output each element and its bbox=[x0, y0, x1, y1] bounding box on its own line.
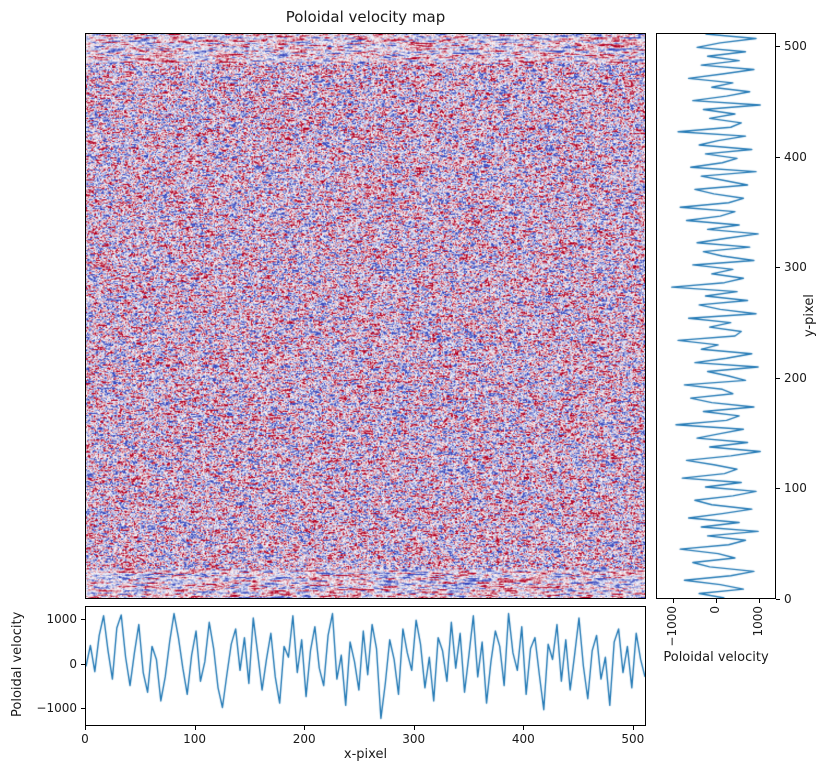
right-x-tick-label: 0 bbox=[708, 606, 722, 614]
bottom-x-tick-label: 100 bbox=[183, 732, 207, 746]
right-y-tick-label: 300 bbox=[784, 260, 807, 275]
bottom-x-tick-label: 400 bbox=[511, 732, 535, 746]
right-y-tickmark bbox=[776, 46, 780, 48]
bottom-profile-canvas bbox=[86, 607, 645, 725]
right-y-tick-label: 500 bbox=[784, 39, 807, 54]
bottom-profile-axes bbox=[85, 606, 646, 726]
bottom-y-tick-label: 0 bbox=[69, 656, 77, 671]
bottom-x-tickmark bbox=[304, 726, 306, 730]
right-y-tickmark bbox=[776, 377, 780, 379]
right-y-tick-label: 200 bbox=[784, 370, 807, 385]
right-y-tickmark bbox=[776, 156, 780, 158]
bottom-x-tick-label: 300 bbox=[402, 732, 426, 746]
right-y-axis-label: y-pixel bbox=[802, 294, 817, 338]
right-profile-canvas bbox=[657, 34, 775, 598]
right-y-tick-label: 0 bbox=[784, 592, 792, 606]
bottom-x-tickmark bbox=[523, 726, 525, 730]
right-y-tick-label: 400 bbox=[784, 149, 807, 164]
right-x-tickmark bbox=[673, 599, 675, 603]
right-y-tick-label: 100 bbox=[784, 481, 807, 496]
bottom-x-tickmark bbox=[413, 726, 415, 730]
bottom-x-tick-label: 0 bbox=[81, 732, 89, 746]
heatmap-axes bbox=[85, 33, 646, 599]
right-x-tick-label: −1000 bbox=[665, 606, 680, 647]
bottom-y-tick-label: 1000 bbox=[46, 612, 77, 627]
bottom-y-tickmark bbox=[81, 708, 85, 710]
right-y-tickmark bbox=[776, 488, 780, 490]
bottom-y-tickmark bbox=[81, 619, 85, 621]
bottom-x-axis-label: x-pixel bbox=[343, 747, 388, 762]
bottom-y-tickmark bbox=[81, 663, 85, 665]
bottom-x-tickmark bbox=[85, 726, 86, 730]
figure-title: Poloidal velocity map bbox=[285, 8, 446, 26]
bottom-y-axis-label: Poloidal velocity bbox=[10, 611, 25, 717]
bottom-x-tick-label: 500 bbox=[621, 732, 645, 746]
bottom-x-tickmark bbox=[632, 726, 634, 730]
bottom-x-tickmark bbox=[194, 726, 196, 730]
bottom-y-tick-label: −1000 bbox=[36, 701, 77, 716]
right-profile-axes bbox=[656, 33, 776, 599]
right-y-tickmark bbox=[776, 267, 780, 269]
heatmap-canvas bbox=[86, 34, 645, 598]
right-x-tickmark bbox=[758, 599, 760, 603]
right-x-tick-label: 1000 bbox=[750, 606, 765, 637]
bottom-x-tick-label: 200 bbox=[292, 732, 316, 746]
right-x-tickmark bbox=[716, 599, 717, 603]
right-x-axis-label: Poloidal velocity bbox=[663, 650, 769, 665]
right-y-tickmark bbox=[776, 599, 780, 600]
